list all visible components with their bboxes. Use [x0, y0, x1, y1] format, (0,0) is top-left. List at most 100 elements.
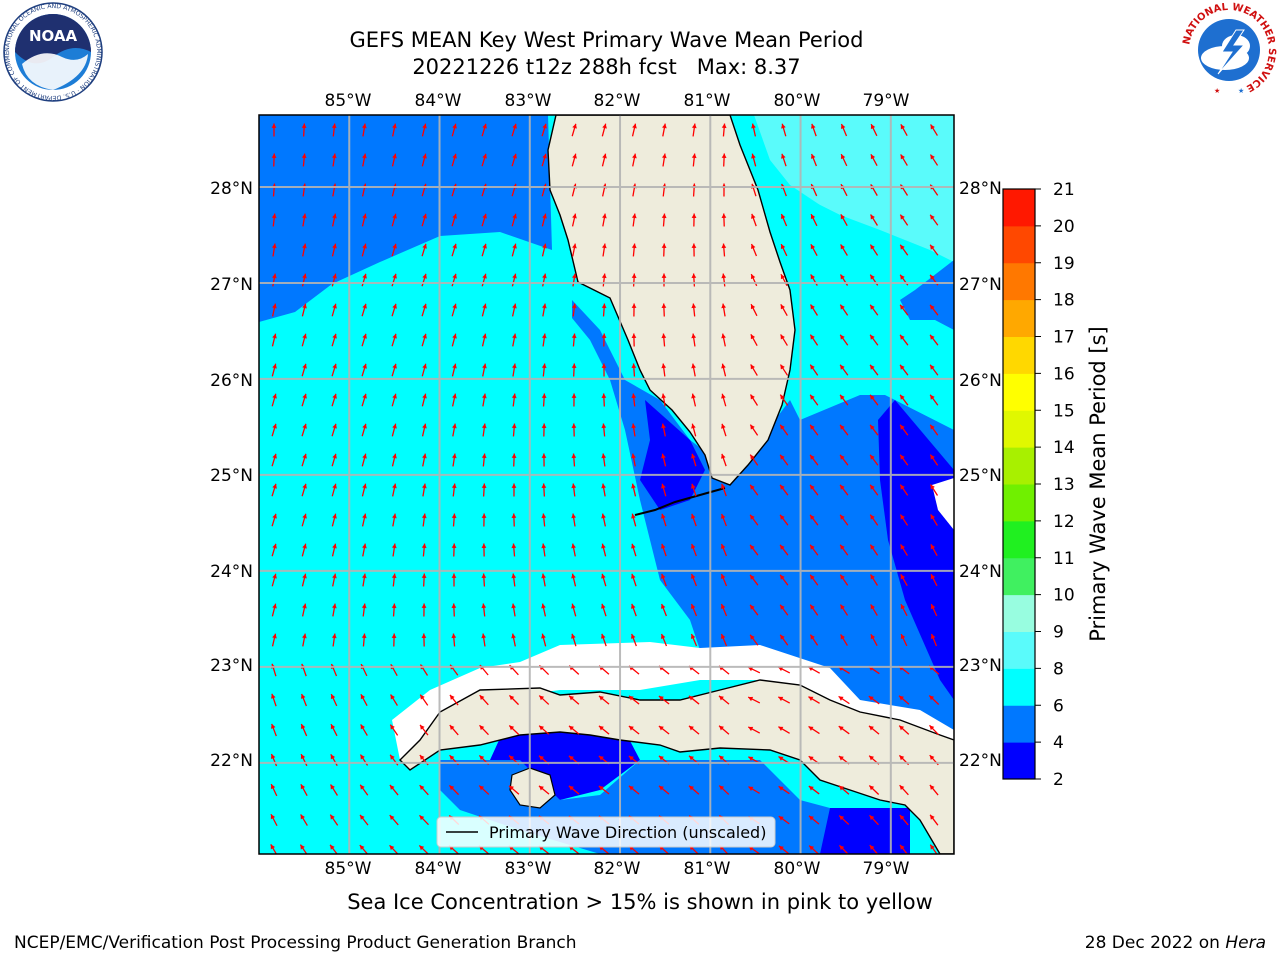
wave-arrow	[300, 723, 308, 737]
wave-arrow	[777, 696, 791, 704]
wave-arrow	[541, 123, 547, 137]
wave-arrow	[541, 573, 546, 587]
wave-arrow	[691, 243, 697, 257]
wave-arrow	[721, 423, 727, 437]
lat-label: 24°N	[959, 562, 1002, 582]
wave-arrow	[929, 394, 939, 406]
wave-arrow	[870, 214, 878, 226]
wave-arrow	[541, 483, 547, 497]
lat-label: 22°N	[210, 751, 253, 771]
wave-arrow	[271, 543, 277, 557]
lat-label: 25°N	[959, 466, 1002, 486]
wave-arrow	[421, 393, 427, 407]
wave-arrow	[361, 333, 367, 347]
wave-arrow	[571, 633, 577, 647]
wave-arrow	[718, 695, 730, 705]
lat-label: 23°N	[959, 656, 1002, 676]
lon-label: 83°W	[505, 859, 552, 879]
wave-arrow	[720, 543, 728, 557]
wave-arrow	[899, 484, 909, 496]
colorbar-segment	[1003, 225, 1035, 264]
wave-arrow	[598, 785, 610, 795]
wave-arrow	[929, 484, 939, 496]
lon-label: 79°W	[863, 91, 910, 111]
wave-arrow	[601, 243, 607, 257]
wave-arrow	[691, 513, 697, 527]
wave-arrow	[271, 573, 277, 587]
wave-arrow	[809, 574, 819, 586]
legend-label: Primary Wave Direction (unscaled)	[489, 823, 766, 842]
wave-arrow	[271, 333, 277, 347]
wave-arrow	[271, 363, 277, 377]
wave-arrow	[511, 363, 517, 377]
wave-arrow	[419, 814, 429, 826]
wave-arrow	[390, 694, 398, 706]
wave-arrow	[868, 725, 880, 735]
wave-arrow	[749, 454, 759, 466]
wave-arrow	[391, 153, 397, 167]
wave-arrow	[508, 785, 520, 795]
wave-arrow	[747, 666, 761, 674]
wave-arrow	[362, 153, 367, 167]
wave-arrow	[271, 153, 277, 167]
wave-arrow	[451, 123, 457, 137]
wave-arrow	[899, 304, 909, 316]
wave-arrow	[568, 725, 580, 735]
wave-arrow	[838, 725, 850, 735]
wave-arrow	[661, 363, 667, 377]
colorbar-tick-label: 13	[1053, 475, 1075, 495]
wave-arrow	[448, 784, 460, 796]
wave-field-4-6s-gulf	[259, 115, 552, 322]
colorbar-tick-label: 8	[1053, 659, 1064, 679]
wave-arrow	[869, 814, 879, 826]
wave-arrow	[631, 543, 637, 557]
wave-arrow	[538, 695, 550, 705]
wave-arrow	[421, 213, 427, 227]
wave-arrow	[571, 333, 577, 347]
wave-arrow	[419, 694, 429, 706]
lat-label: 28°N	[210, 179, 253, 199]
wave-arrow	[840, 123, 848, 137]
wave-arrow	[929, 814, 939, 826]
wave-arrow	[421, 483, 427, 497]
colorbar-tick-label: 9	[1053, 623, 1064, 643]
wave-arrow	[660, 633, 668, 647]
colorbar-tick-label: 14	[1053, 438, 1075, 458]
wave-arrow	[512, 333, 517, 347]
wave-arrow	[660, 603, 667, 617]
wave-arrow	[898, 725, 910, 735]
wave-arrow	[332, 573, 337, 587]
colorbar	[1003, 189, 1035, 780]
wave-arrow	[840, 214, 848, 226]
wave-arrow	[778, 845, 790, 854]
wave-arrow	[749, 484, 759, 496]
wave-arrow	[869, 424, 879, 436]
wave-arrow	[778, 815, 790, 825]
wave-arrow	[780, 213, 788, 227]
svg-text:NOAA: NOAA	[29, 27, 78, 45]
wave-arrow	[661, 333, 667, 347]
lon-label: 80°W	[774, 859, 821, 879]
wave-arrow	[869, 394, 879, 406]
wave-arrow	[869, 514, 879, 526]
wave-arrow	[930, 544, 938, 556]
wave-arrow	[721, 303, 727, 317]
wave-arrow	[571, 393, 577, 407]
wave-arrow	[748, 786, 760, 794]
wave-arrow	[421, 573, 427, 587]
wave-arrow	[300, 814, 308, 826]
wave-arrow	[511, 393, 517, 407]
wave-arrow	[750, 243, 758, 257]
wave-arrow	[870, 604, 878, 616]
wave-arrow	[391, 633, 397, 647]
wave-arrow	[451, 213, 457, 227]
wave-arrow	[661, 273, 667, 287]
wave-arrow	[359, 814, 369, 826]
wave-arrow	[601, 603, 607, 617]
wave-arrow	[631, 633, 637, 647]
wave-arrow	[511, 273, 517, 287]
wave-arrow	[271, 123, 277, 137]
wave-arrow	[778, 726, 790, 734]
wave-arrow	[361, 573, 367, 587]
wave-arrow	[721, 453, 727, 467]
